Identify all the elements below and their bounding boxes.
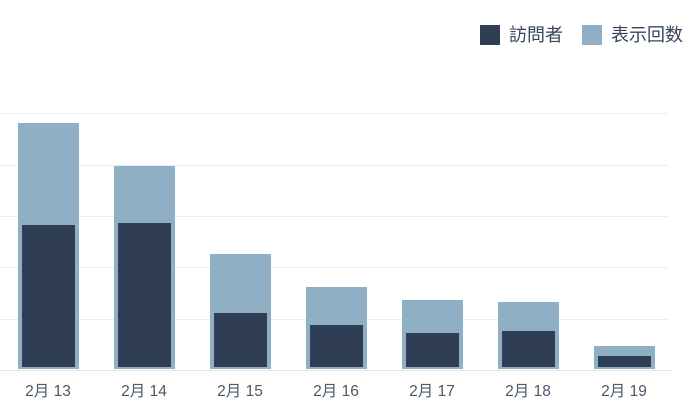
x-axis-label-1: 2月 14 [121, 383, 167, 400]
legend-swatch-visitors [480, 25, 500, 45]
legend-swatch-impressions [582, 25, 602, 45]
x-axis-line [0, 370, 672, 371]
gridline-40 [0, 267, 668, 268]
legend-item-visitors[interactable]: 訪問者 [480, 25, 563, 45]
legend-label-visitors: 訪問者 [509, 25, 563, 45]
bar-visitors-2[interactable] [213, 313, 267, 367]
bar-visitors-6[interactable] [597, 356, 651, 367]
bar-visitors-3[interactable] [309, 325, 363, 367]
x-axis-label-5: 2月 18 [505, 383, 551, 400]
x-axis-label-0: 2月 13 [25, 383, 71, 400]
x-axis-label-2: 2月 15 [217, 383, 263, 400]
legend-item-impressions[interactable]: 表示回数 [582, 25, 683, 45]
chart-legend: 訪問者 表示回数 [480, 25, 683, 45]
gridline-80 [0, 165, 668, 166]
gridline-100 [0, 113, 668, 114]
x-axis-label-6: 2月 19 [601, 383, 647, 400]
x-axis-label-4: 2月 17 [409, 383, 455, 400]
legend-label-impressions: 表示回数 [611, 25, 683, 45]
gridline-60 [0, 216, 668, 217]
bar-visitors-4[interactable] [405, 333, 459, 367]
x-axis-label-3: 2月 16 [313, 383, 359, 400]
bar-visitors-1[interactable] [117, 223, 171, 367]
bar-visitors-0[interactable] [21, 225, 75, 367]
bar-visitors-5[interactable] [501, 331, 555, 367]
